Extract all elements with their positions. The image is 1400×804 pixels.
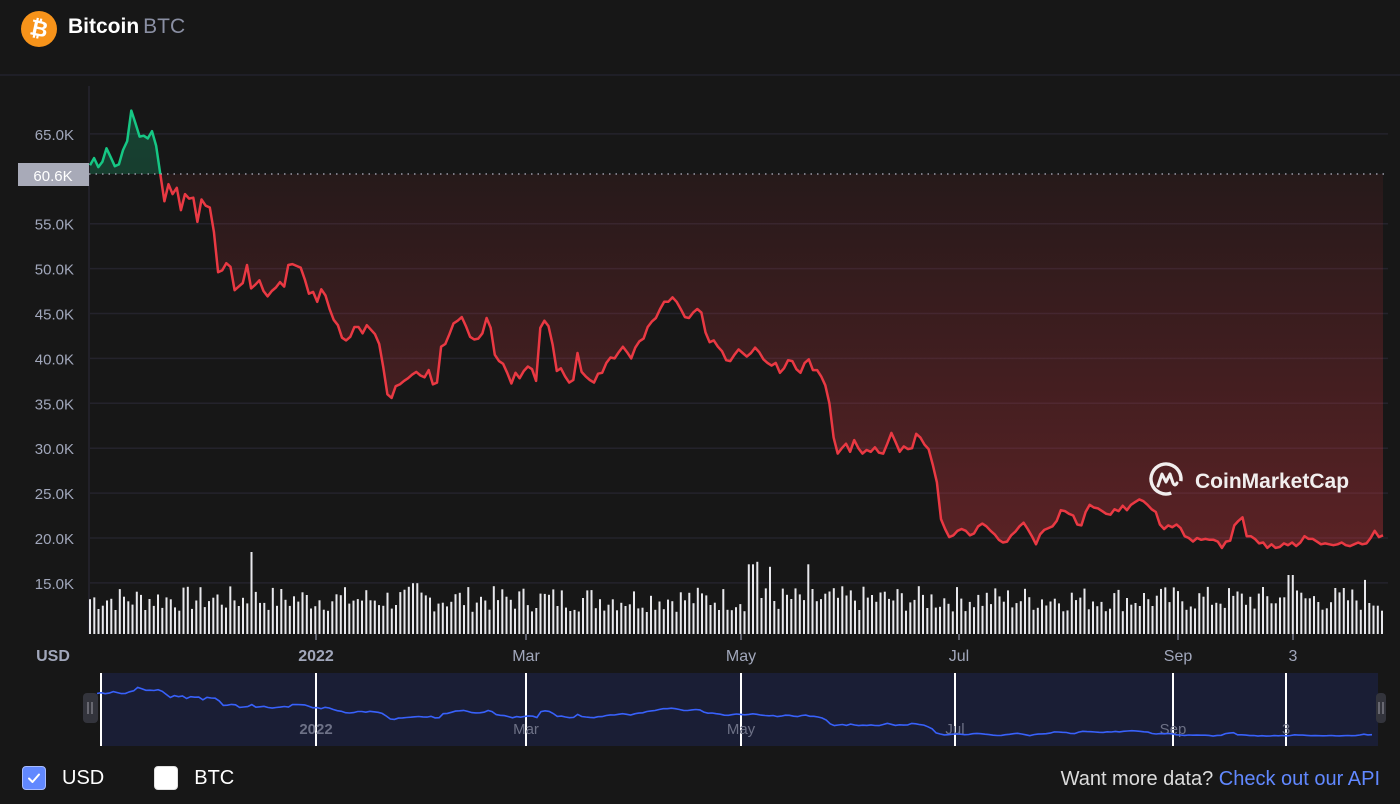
current-price-badge: 60.6K bbox=[18, 163, 89, 186]
navigator-handle-left[interactable] bbox=[83, 693, 98, 723]
svg-text:Sep: Sep bbox=[1164, 648, 1193, 665]
svg-text:20.0K: 20.0K bbox=[35, 531, 74, 548]
x-axis: 2022 Mar May Jul Sep 3 bbox=[298, 634, 1298, 665]
coin-title: Bitcoin BTC bbox=[68, 15, 185, 39]
coin-name: Bitcoin bbox=[68, 15, 140, 38]
svg-text:40.0K: 40.0K bbox=[35, 351, 74, 368]
price-line-down bbox=[159, 174, 1384, 550]
bitcoin-logo-icon: ₿ bbox=[21, 11, 57, 47]
svg-text:CoinMarketCap: CoinMarketCap bbox=[1195, 470, 1349, 493]
coinmarketcap-logo-icon bbox=[1149, 462, 1183, 496]
svg-text:Mar: Mar bbox=[512, 648, 540, 665]
cta-text: Want more data? bbox=[1060, 768, 1214, 790]
api-cta: Want more data? Check out our API bbox=[1061, 768, 1380, 791]
svg-text:2022: 2022 bbox=[299, 721, 332, 738]
usd-checkbox[interactable] bbox=[22, 766, 46, 790]
svg-text:3: 3 bbox=[1289, 648, 1298, 665]
svg-text:Mar: Mar bbox=[513, 721, 539, 738]
svg-text:25.0K: 25.0K bbox=[35, 486, 74, 503]
price-chart[interactable]: 65.0K 55.0K 50.0K 45.0K 40.0K 35.0K 30.0K 25.0K… bbox=[0, 76, 1400, 756]
usd-label[interactable]: USD bbox=[62, 766, 105, 789]
navigator-price-line bbox=[96, 686, 1373, 737]
y-axis-labels: 65.0K 55.0K 50.0K 45.0K 40.0K 35.0K 30.0K 25.0K… bbox=[35, 127, 74, 593]
api-link[interactable]: Check out our API bbox=[1218, 768, 1380, 790]
svg-text:45.0K: 45.0K bbox=[35, 307, 74, 324]
svg-text:3: 3 bbox=[1282, 721, 1290, 738]
svg-text:55.0K: 55.0K bbox=[35, 217, 74, 234]
coin-symbol: BTC bbox=[143, 15, 186, 38]
navigator-handle-right[interactable] bbox=[1376, 693, 1386, 723]
svg-text:35.0K: 35.0K bbox=[35, 396, 74, 413]
volume-bars bbox=[89, 552, 1383, 634]
svg-text:May: May bbox=[726, 648, 756, 665]
checkmark-icon bbox=[28, 773, 40, 783]
price-area-down bbox=[90, 174, 1383, 548]
svg-text:Jul: Jul bbox=[949, 648, 969, 665]
svg-text:60.6K: 60.6K bbox=[33, 168, 72, 185]
btc-checkbox[interactable] bbox=[154, 766, 179, 790]
header: ₿ Bitcoin BTC bbox=[0, 0, 1400, 76]
currency-toggles: USD BTC bbox=[22, 766, 234, 790]
svg-text:65.0K: 65.0K bbox=[35, 127, 74, 144]
svg-text:50.0K: 50.0K bbox=[35, 262, 74, 279]
svg-text:May: May bbox=[727, 721, 756, 738]
svg-text:15.0K: 15.0K bbox=[35, 576, 74, 593]
svg-text:30.0K: 30.0K bbox=[35, 441, 74, 458]
currency-label: USD bbox=[36, 648, 70, 665]
svg-text:2022: 2022 bbox=[298, 648, 334, 665]
btc-label[interactable]: BTC bbox=[194, 766, 235, 789]
coinmarketcap-watermark: CoinMarketCap bbox=[1149, 462, 1349, 496]
navigator[interactable]: 2022 Mar May Jul Sep 3 bbox=[83, 673, 1386, 746]
